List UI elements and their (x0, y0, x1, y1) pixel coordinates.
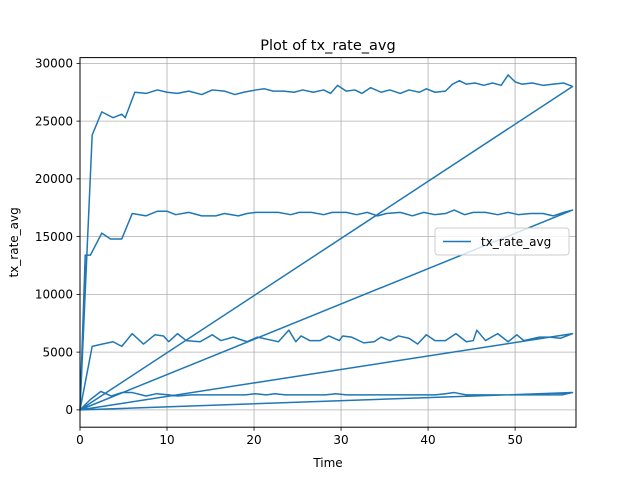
x-tick-label: 0 (76, 433, 84, 447)
x-tick-label: 50 (507, 433, 522, 447)
legend: tx_rate_avg (434, 227, 570, 256)
series-line (79, 74, 574, 411)
y-tick-label: 20000 (35, 172, 73, 186)
legend-box (434, 227, 570, 256)
x-tick-label: 10 (159, 433, 174, 447)
y-tick-label: 0 (65, 403, 73, 417)
y-tick-label: 5000 (42, 345, 73, 359)
y-axis-label: tx_rate_avg (7, 207, 21, 277)
y-tick-label: 15000 (35, 230, 73, 244)
x-axis-label: Time (312, 456, 342, 470)
chart-title: Plot of tx_rate_avg (260, 38, 395, 54)
ticks: 0 10 20 30 40 50 0 5000 10000 15000 20000 25000 3000… (35, 57, 523, 448)
y-tick-label: 10000 (35, 288, 73, 302)
x-tick-label: 20 (246, 433, 261, 447)
y-tick-label: 30000 (35, 57, 73, 71)
x-tick-label: 40 (420, 433, 435, 447)
series-layer (79, 74, 574, 411)
legend-label: tx_rate_avg (481, 235, 551, 249)
x-tick-label: 30 (333, 433, 348, 447)
y-tick-label: 25000 (35, 114, 73, 128)
plot-frame (79, 57, 577, 428)
